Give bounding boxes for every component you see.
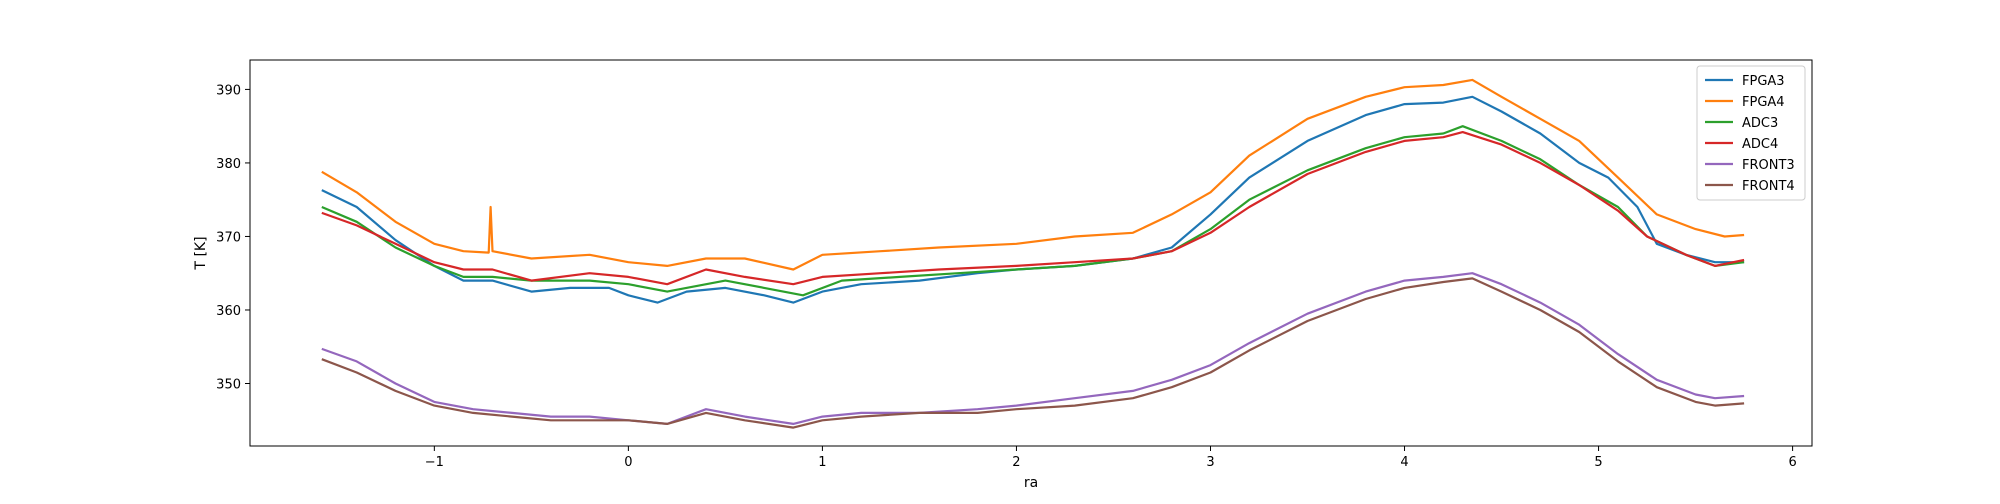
plot-frame bbox=[249, 59, 1813, 447]
series-layer bbox=[321, 78, 1745, 429]
x-tick-label: 6 bbox=[1788, 455, 1796, 470]
x-axis: −1 0 1 2 3 4 5 6 bbox=[425, 446, 1797, 470]
series-line-adc3 bbox=[321, 125, 1745, 297]
legend-box bbox=[1696, 65, 1806, 201]
x-tick-label: 4 bbox=[1400, 455, 1408, 470]
legend-label: ADC4 bbox=[1742, 137, 1778, 152]
x-tick-label: 5 bbox=[1594, 455, 1602, 470]
series-line-fpga4 bbox=[321, 78, 1745, 271]
series-line-front4 bbox=[321, 277, 1745, 429]
x-tick-label: 3 bbox=[1206, 455, 1214, 470]
y-tick-label: 360 bbox=[216, 304, 241, 319]
y-tick-label: 380 bbox=[216, 157, 241, 172]
y-tick-label: 390 bbox=[216, 83, 241, 98]
legend-label: FPGA4 bbox=[1742, 95, 1785, 110]
legend-label: FRONT4 bbox=[1742, 179, 1795, 194]
y-axis: 350 360 370 380 390 bbox=[216, 83, 250, 393]
x-tick-label: 1 bbox=[818, 455, 826, 470]
y-axis-label: T [K] bbox=[193, 236, 209, 270]
legend-label: ADC3 bbox=[1742, 116, 1778, 131]
series-line-front3 bbox=[321, 272, 1745, 425]
series-line-adc4 bbox=[321, 131, 1745, 286]
legend: FPGA3 FPGA4 ADC3 ADC4 FRONT3 FRONT4 bbox=[1696, 65, 1806, 201]
legend-label: FPGA3 bbox=[1742, 74, 1785, 89]
x-tick-label: −1 bbox=[425, 455, 444, 470]
x-axis-label: ra bbox=[1024, 475, 1038, 491]
x-tick-label: 2 bbox=[1012, 455, 1020, 470]
legend-label: FRONT3 bbox=[1742, 158, 1795, 173]
x-tick-label: 0 bbox=[624, 455, 632, 470]
series-line-fpga3 bbox=[321, 95, 1745, 304]
y-tick-label: 370 bbox=[216, 230, 241, 245]
y-tick-label: 350 bbox=[216, 378, 241, 393]
